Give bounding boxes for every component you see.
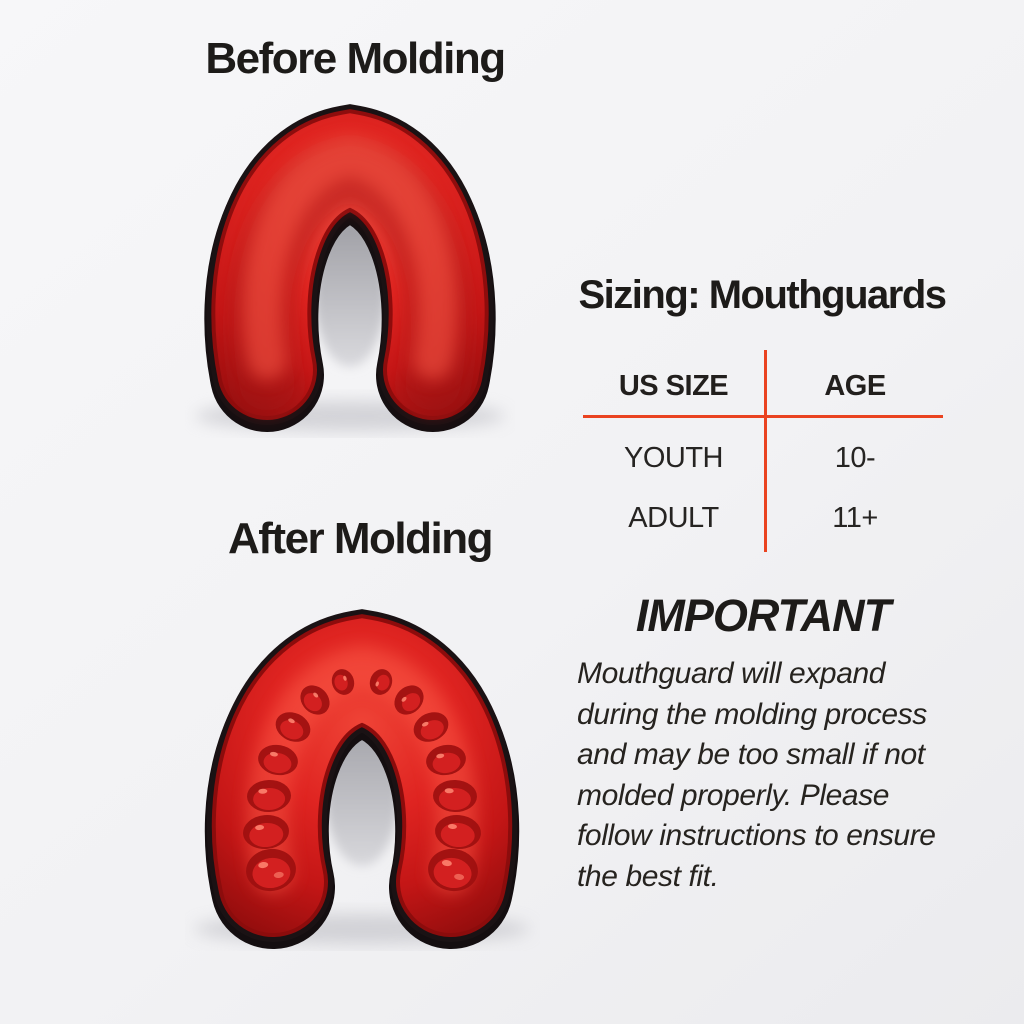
important-note: Mouthguard will expand during the moldin… (577, 654, 977, 897)
table-cell-size-youth: YOUTH (624, 442, 724, 474)
note-line: Mouthguard will expand (577, 657, 886, 690)
after-molding-title: After Molding (227, 514, 494, 563)
note-line: during the molding process (577, 697, 927, 731)
important-title: IMPORTANT (635, 590, 891, 641)
before-molding-title: Before Molding (205, 34, 506, 83)
mouthguard-before-image (195, 104, 505, 432)
sizing-table: US SIZE AGE YOUTH 10- ADULT 11+ (583, 350, 943, 552)
sizing-title: Sizing: Mouthguards (578, 273, 947, 317)
note-line: follow instructions to ensure (577, 819, 936, 852)
table-cell-size-adult: ADULT (628, 502, 719, 534)
note-line: and may be too small if not (577, 738, 925, 771)
note-line: the best fit. (577, 859, 719, 893)
note-line: molded properly. Please (577, 778, 890, 812)
table-cell-age-adult: 11+ (832, 502, 878, 534)
mouthguard-after-image (194, 609, 530, 949)
table-header-age: AGE (824, 370, 886, 402)
table-vertical-rule (764, 350, 767, 552)
table-cell-age-youth: 10- (834, 442, 876, 474)
teeth-impressions (243, 669, 481, 892)
table-horizontal-rule (583, 415, 943, 418)
table-header-us-size: US SIZE (618, 370, 729, 402)
